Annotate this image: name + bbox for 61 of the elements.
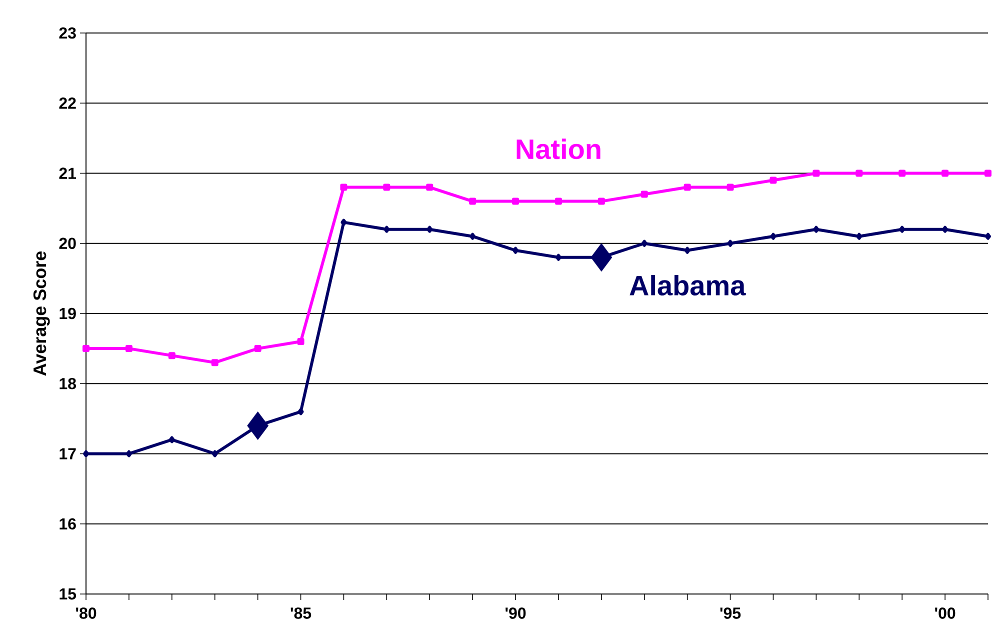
point bbox=[942, 226, 948, 233]
point bbox=[83, 450, 90, 458]
point bbox=[340, 184, 348, 191]
point bbox=[856, 170, 863, 177]
point bbox=[726, 184, 734, 191]
point bbox=[247, 411, 269, 440]
point bbox=[598, 198, 605, 205]
y-tick-label: 20 bbox=[59, 238, 76, 250]
y-tick-label: 22 bbox=[59, 98, 76, 109]
point bbox=[126, 450, 132, 458]
y-tick-label: 23 bbox=[59, 27, 76, 39]
point bbox=[168, 352, 176, 360]
point bbox=[426, 226, 433, 233]
point bbox=[684, 246, 690, 254]
series-label: Nation bbox=[516, 138, 600, 160]
y-tick-label: 18 bbox=[60, 378, 76, 390]
point bbox=[168, 436, 175, 444]
point bbox=[470, 232, 476, 240]
point bbox=[899, 226, 906, 233]
y-tick-label: 16 bbox=[60, 518, 76, 530]
point bbox=[856, 232, 862, 240]
point bbox=[469, 198, 476, 205]
point bbox=[125, 345, 132, 352]
point bbox=[727, 240, 734, 247]
y-tick-label: 17 bbox=[60, 448, 76, 460]
point bbox=[813, 226, 820, 233]
point bbox=[898, 170, 906, 177]
point bbox=[512, 198, 520, 205]
point bbox=[984, 170, 992, 177]
y-tick-label: 21 bbox=[59, 168, 76, 179]
point bbox=[512, 246, 519, 254]
x-tick-label: '85 bbox=[290, 608, 312, 619]
y-axis-title: Average Score bbox=[33, 251, 50, 376]
point bbox=[384, 226, 390, 233]
point bbox=[770, 176, 777, 184]
point bbox=[82, 345, 90, 352]
point bbox=[212, 450, 218, 458]
point bbox=[555, 254, 562, 261]
y-tick-label: 15 bbox=[60, 588, 76, 600]
point bbox=[297, 338, 304, 346]
point bbox=[254, 345, 262, 352]
series-label: Alabama bbox=[630, 274, 746, 296]
point bbox=[770, 232, 776, 240]
point bbox=[812, 170, 820, 177]
point bbox=[298, 408, 304, 416]
point bbox=[684, 184, 691, 191]
point bbox=[984, 232, 991, 240]
x-tick-label: '95 bbox=[720, 608, 741, 619]
x-tick-label: '80 bbox=[76, 608, 96, 619]
y-tick-label: 19 bbox=[60, 308, 76, 320]
point bbox=[942, 170, 949, 177]
point bbox=[340, 218, 347, 226]
point bbox=[426, 184, 434, 191]
point bbox=[554, 198, 562, 205]
point bbox=[383, 184, 390, 191]
x-tick-label: '90 bbox=[506, 608, 526, 619]
x-tick-label: '00 bbox=[935, 608, 956, 619]
point bbox=[211, 359, 218, 366]
point bbox=[640, 190, 648, 198]
point bbox=[641, 240, 648, 247]
point bbox=[590, 243, 612, 272]
